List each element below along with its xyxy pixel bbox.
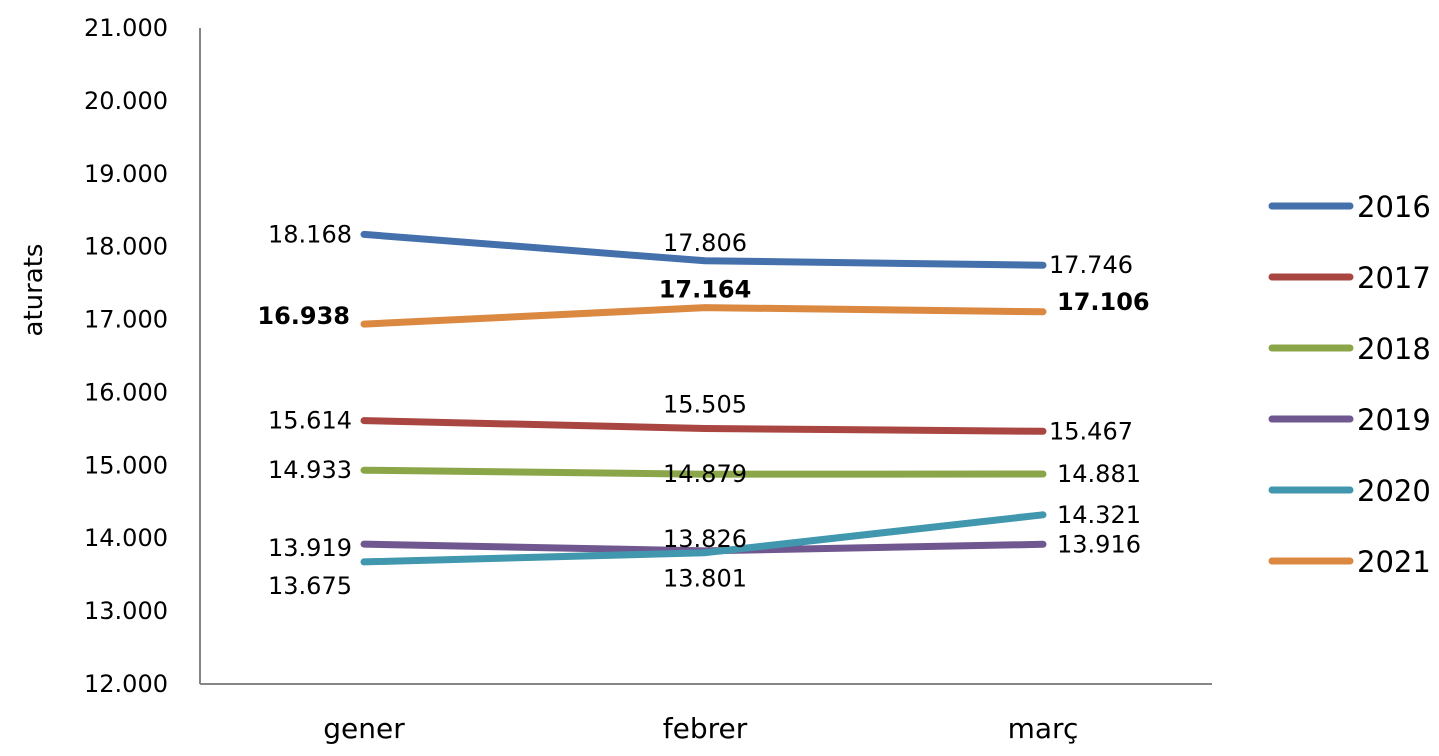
legend-label: 2021 bbox=[1357, 545, 1431, 579]
legend-label: 2016 bbox=[1357, 190, 1431, 224]
y-tick-label: 12.000 bbox=[84, 670, 168, 698]
y-tick-label: 17.000 bbox=[84, 306, 168, 334]
x-tick-label: gener bbox=[323, 712, 405, 745]
y-tick-label: 16.000 bbox=[84, 378, 168, 406]
data-label: 14.933 bbox=[268, 456, 352, 484]
series-line-2018 bbox=[360, 466, 1047, 478]
data-label: 15.467 bbox=[1049, 417, 1133, 445]
x-tick-label: febrer bbox=[663, 712, 748, 745]
data-label: 13.801 bbox=[663, 565, 747, 593]
data-label: 14.879 bbox=[663, 460, 747, 488]
legend-label: 2017 bbox=[1357, 261, 1431, 295]
data-label: 14.321 bbox=[1057, 501, 1141, 529]
y-tick-label: 21.000 bbox=[84, 14, 168, 42]
y-tick-label: 18.000 bbox=[84, 233, 168, 261]
y-axis-label: aturats bbox=[19, 244, 49, 337]
x-tick-labels: gener febrer març bbox=[323, 712, 1078, 745]
data-label: 17.806 bbox=[663, 229, 747, 257]
legend-label: 2018 bbox=[1357, 332, 1431, 366]
y-tick-label: 20.000 bbox=[84, 87, 168, 115]
data-label: 17.746 bbox=[1049, 251, 1133, 279]
data-label: 13.826 bbox=[663, 525, 747, 553]
axes bbox=[199, 28, 1212, 685]
data-label: 18.168 bbox=[268, 220, 352, 248]
series-line-2017 bbox=[360, 417, 1047, 435]
data-label: 13.675 bbox=[268, 572, 352, 600]
series-line-2016 bbox=[360, 230, 1047, 269]
legend-label: 2019 bbox=[1357, 403, 1431, 437]
legend: 2016 2017 2018 2019 2020 2021 bbox=[1268, 190, 1431, 579]
y-tick-label: 13.000 bbox=[84, 597, 168, 625]
data-label: 17.164 bbox=[659, 276, 752, 304]
y-tick-labels: 12.000 13.000 14.000 15.000 16.000 17.000 18.0… bbox=[84, 14, 168, 698]
data-label: 14.881 bbox=[1057, 460, 1141, 488]
series-line-2021 bbox=[360, 304, 1047, 328]
data-label: 13.916 bbox=[1057, 530, 1141, 558]
data-labels: 18.168 17.806 17.746 15.614 15.505 15.467 14.9… bbox=[257, 220, 1149, 599]
data-label: 16.938 bbox=[257, 302, 350, 330]
y-tick-label: 19.000 bbox=[84, 160, 168, 188]
data-label: 15.614 bbox=[268, 407, 352, 435]
y-tick-label: 14.000 bbox=[84, 524, 168, 552]
legend-label: 2020 bbox=[1357, 474, 1431, 508]
series-line-2020 bbox=[360, 511, 1047, 566]
data-label: 15.505 bbox=[663, 391, 747, 419]
x-tick-label: març bbox=[1008, 712, 1079, 745]
series-lines bbox=[360, 230, 1047, 566]
data-label: 13.919 bbox=[268, 534, 352, 562]
y-tick-label: 15.000 bbox=[84, 451, 168, 479]
data-label: 17.106 bbox=[1057, 288, 1150, 316]
